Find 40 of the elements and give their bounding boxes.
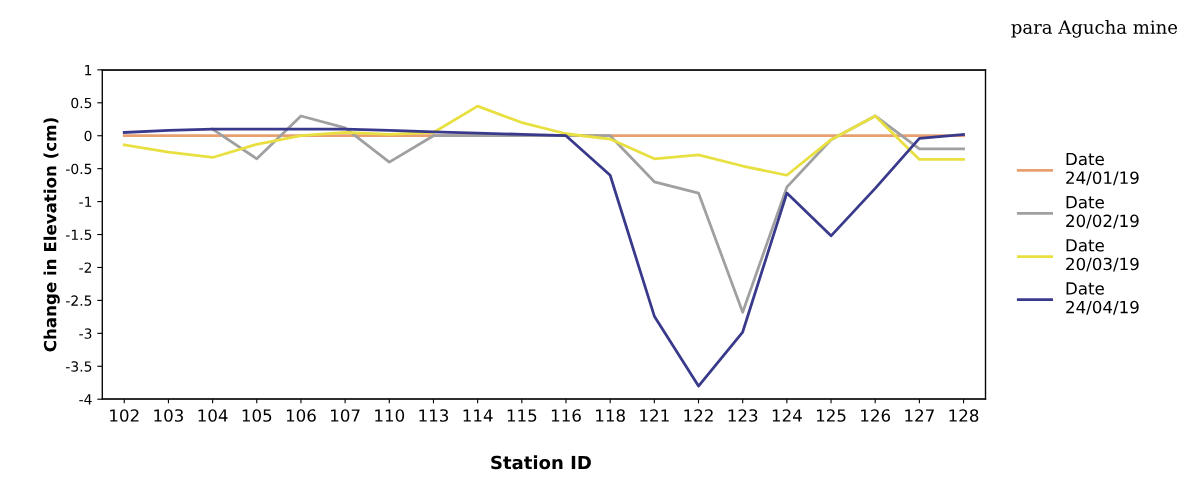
y-tick-label: -3 bbox=[79, 328, 92, 339]
legend-label: Date 20/03/19 bbox=[1066, 239, 1139, 272]
y-tick-label: 1 bbox=[85, 65, 92, 76]
x-tick-label: 127 bbox=[905, 409, 934, 422]
x-tick-label: 123 bbox=[728, 409, 758, 422]
y-axis-title: Change in Elevation (cm) bbox=[43, 118, 60, 352]
x-tick-label: 107 bbox=[331, 409, 360, 422]
x-tick-label: 114 bbox=[463, 409, 493, 422]
legend-label: Date 20/02/19 bbox=[1066, 196, 1139, 229]
y-tick-label: -0.5 bbox=[66, 163, 92, 175]
x-tick-label: 104 bbox=[198, 409, 228, 422]
x-tick-label: 110 bbox=[375, 409, 405, 422]
x-tick-label: 106 bbox=[286, 409, 316, 422]
x-tick-label: 118 bbox=[596, 409, 625, 422]
y-tick-label: -4 bbox=[79, 394, 92, 405]
x-tick-label: 115 bbox=[507, 409, 537, 422]
y-tick-label: -1 bbox=[79, 196, 92, 207]
x-tick-label: 124 bbox=[772, 409, 802, 422]
x-tick-label: 105 bbox=[242, 409, 272, 422]
x-axis-title: Station ID bbox=[491, 455, 591, 470]
x-tick-label: 128 bbox=[949, 409, 979, 422]
text: para Agucha mine bbox=[1011, 19, 1178, 38]
legend-label: Date 24/01/19 bbox=[1066, 152, 1139, 186]
y-tick-label: -2 bbox=[79, 262, 92, 273]
y-tick-label: -1.5 bbox=[66, 229, 92, 240]
line-series bbox=[122, 104, 965, 177]
x-tick-label: 126 bbox=[861, 409, 891, 422]
legend-label: Date 24/04/19 bbox=[1066, 282, 1139, 315]
y-tick-label: 0 bbox=[84, 130, 92, 142]
x-tick-label: 102 bbox=[110, 409, 139, 422]
x-tick-label: 103 bbox=[154, 409, 183, 422]
y-tick-label: -2.5 bbox=[66, 295, 92, 306]
x-tick-label: 121 bbox=[640, 409, 669, 422]
y-tick-label: 0.5 bbox=[71, 97, 92, 109]
line-series bbox=[122, 127, 965, 388]
x-tick-label: 125 bbox=[816, 409, 846, 422]
x-tick-label: 113 bbox=[419, 409, 449, 422]
x-tick-label: 122 bbox=[684, 409, 713, 422]
x-tick-label: 116 bbox=[551, 409, 581, 422]
y-tick-label: -3.5 bbox=[66, 361, 92, 372]
